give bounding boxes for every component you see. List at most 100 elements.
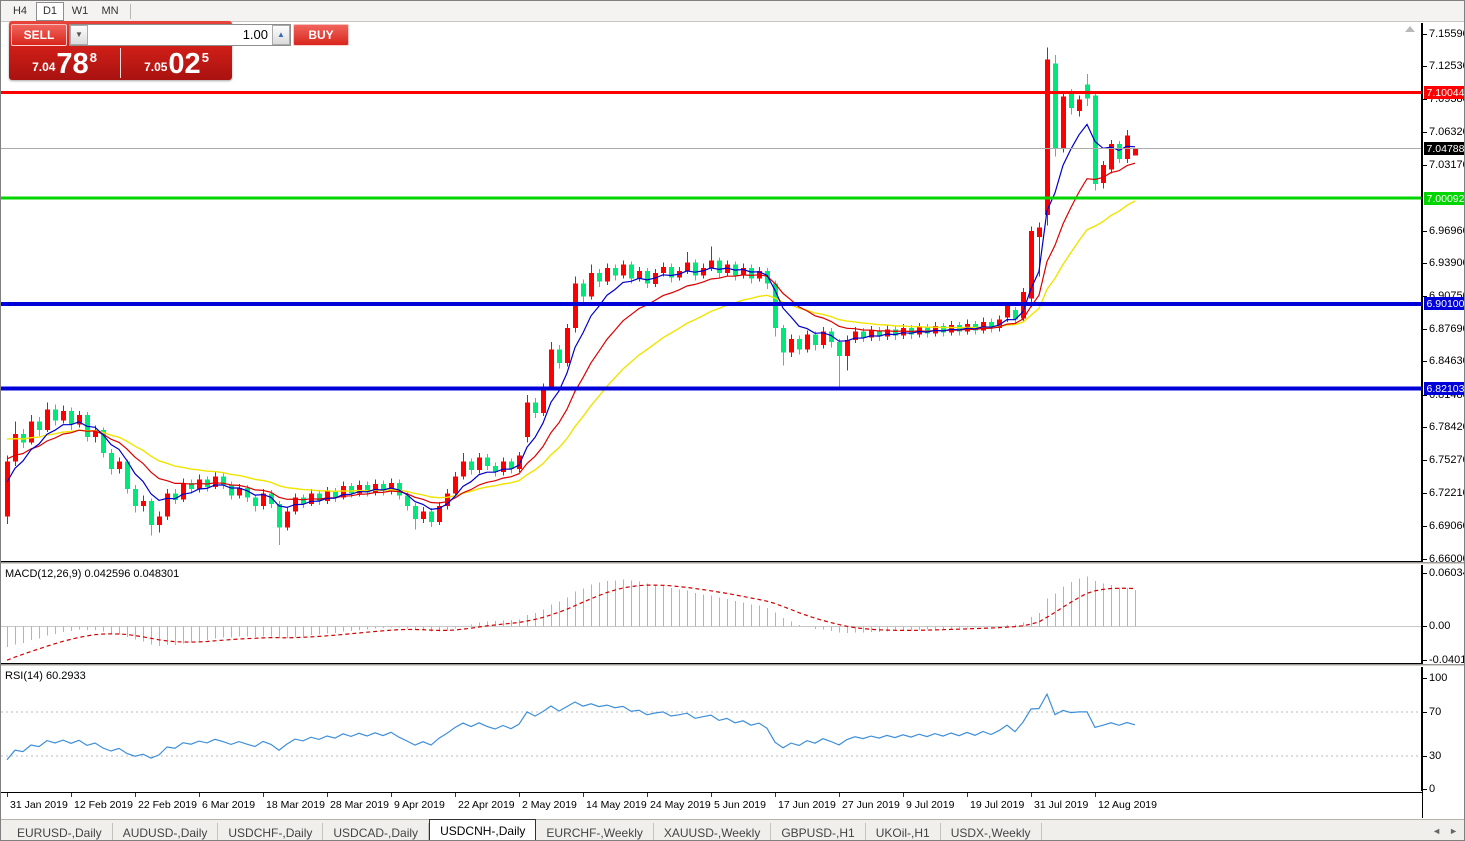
date-label: 31 Jan 2019 (10, 799, 68, 811)
price-chart-panel[interactable]: ▴ USDCNH-,Daily 7.04140 7.04826 7.04134 … (1, 23, 1422, 562)
panel-separator[interactable] (1, 664, 1464, 666)
macd-scale-label: -0.040136 (1429, 654, 1464, 666)
macd-signal-line (6, 584, 1136, 661)
volume-input[interactable] (88, 24, 272, 45)
macd-label: MACD(12,26,9) 0.042596 0.048301 (5, 568, 180, 580)
macd-histogram (7, 576, 1136, 648)
timeframe-button-mn[interactable]: MN (96, 1, 124, 21)
level-price-chip: 7.00092 (1424, 192, 1464, 205)
price-scale-label: 7.15590 (1429, 28, 1465, 40)
date-label: 18 Mar 2019 (266, 799, 325, 811)
timeframe-toolbar: H4 D1 W1 MN (1, 1, 1464, 22)
price-tick (1423, 263, 1427, 264)
one-click-trade-panel: SELL ▼ ▲ BUY 7.04 78 8 7.05 02 5 (9, 21, 349, 80)
rsi-scale-label: 70 (1429, 706, 1442, 718)
macd-tick (1423, 626, 1427, 627)
tabs-scroll-left-icon[interactable]: ◄ (1432, 826, 1442, 836)
date-label: 6 Mar 2019 (202, 799, 256, 811)
chart-tab-audusd-daily[interactable]: AUDUSD-,Daily (113, 823, 219, 840)
price-scale-label: 6.96960 (1429, 225, 1465, 237)
macd-scale[interactable]: 0.060343 0.00 -0.040136 (1422, 565, 1464, 666)
macd-canvas (1, 565, 1422, 664)
date-tick (7, 793, 8, 797)
rsi-tick (1423, 712, 1427, 713)
volume-spinner: ▼ ▲ (69, 23, 291, 46)
date-tick (647, 793, 648, 797)
date-tick (263, 793, 264, 797)
current-price-chip: 7.04788 (1424, 142, 1464, 155)
date-label: 17 Jun 2019 (778, 799, 836, 811)
date-tick (903, 793, 904, 797)
timeframe-button-h4[interactable]: H4 (6, 1, 34, 21)
rsi-scale-label: 0 (1429, 783, 1436, 795)
rsi-label: RSI(14) 60.2933 (5, 670, 86, 682)
price-scale-label: 6.78420 (1429, 421, 1465, 433)
price-tick (1423, 427, 1427, 428)
rsi-tick (1423, 756, 1427, 757)
scroll-to-end-icon[interactable] (1405, 26, 1415, 32)
date-label: 24 May 2019 (650, 799, 711, 811)
tabs-scroll-right-icon[interactable]: ► (1449, 826, 1458, 836)
date-tick (775, 793, 776, 797)
macd-scale-label: 0.060343 (1429, 567, 1464, 579)
price-scale-label: 6.93900 (1429, 257, 1465, 269)
macd-tick (1423, 573, 1427, 574)
date-tick (391, 793, 392, 797)
chart-tab-eurusd-daily[interactable]: EURUSD-,Daily (7, 823, 113, 840)
rsi-scale-label: 30 (1429, 750, 1442, 762)
date-axis[interactable]: 31 Jan 2019 12 Feb 2019 22 Feb 2019 6 Mar 2… (1, 792, 1422, 818)
chart-tab-bar: EURUSD-,Daily AUDUSD-,Daily USDCHF-,Daily U… (1, 819, 1464, 840)
chart-tab-eurchf-weekly[interactable]: EURCHF-,Weekly (536, 823, 654, 840)
sell-price-display[interactable]: 7.04 78 8 (9, 46, 120, 80)
date-label: 9 Jul 2019 (906, 799, 955, 811)
chart-tab-usdchf-daily[interactable]: USDCHF-,Daily (218, 823, 324, 840)
date-tick (711, 793, 712, 797)
price-tick (1423, 165, 1427, 166)
sell-button[interactable]: SELL (11, 23, 67, 46)
macd-scale-label: 0.00 (1429, 620, 1451, 632)
macd-tick (1423, 660, 1427, 661)
date-label: 12 Aug 2019 (1098, 799, 1157, 811)
toolbar-separator (130, 3, 131, 19)
buy-button[interactable]: BUY (293, 23, 349, 46)
price-scale[interactable]: 7.15590 7.12530 7.09380 7.06320 7.03170 6.969… (1422, 23, 1465, 565)
rsi-indicator-panel[interactable]: RSI(14) 60.2933 (1, 667, 1422, 791)
buy-price-sup: 5 (201, 50, 209, 65)
rsi-scale[interactable]: 100 70 30 0 (1422, 667, 1464, 818)
date-tick (967, 793, 968, 797)
buy-price-display[interactable]: 7.05 02 5 (121, 46, 232, 80)
panel-separator[interactable] (1, 562, 1464, 564)
buy-price-small: 7.05 (144, 60, 168, 74)
level-price-chip: 7.10044 (1424, 86, 1464, 99)
chart-tab-gbpusd-h1[interactable]: GBPUSD-,H1 (771, 823, 866, 840)
volume-decrease-icon[interactable]: ▼ (70, 24, 88, 45)
price-tick (1423, 231, 1427, 232)
chart-tab-ukoil-h1[interactable]: UKOil-,H1 (866, 823, 941, 840)
price-tick (1423, 132, 1427, 133)
price-tick (1423, 559, 1427, 560)
date-label: 27 Jun 2019 (842, 799, 900, 811)
date-label: 9 Apr 2019 (394, 799, 445, 811)
price-scale-label: 6.84630 (1429, 355, 1465, 367)
date-label: 31 Jul 2019 (1034, 799, 1089, 811)
macd-indicator-panel[interactable]: MACD(12,26,9) 0.042596 0.048301 (1, 565, 1422, 664)
chart-tab-usdx-weekly[interactable]: USDX-,Weekly (941, 823, 1042, 840)
price-scale-label: 6.72210 (1429, 487, 1465, 499)
price-scale-label: 7.12530 (1429, 60, 1465, 72)
price-tick (1423, 66, 1427, 67)
volume-increase-icon[interactable]: ▲ (272, 24, 290, 45)
rsi-tick (1423, 789, 1427, 790)
chart-tab-usdcnh-daily[interactable]: USDCNH-,Daily (429, 819, 537, 840)
price-scale-label: 6.69060 (1429, 520, 1465, 532)
date-tick (1095, 793, 1096, 797)
level-price-chip: 6.82103 (1424, 382, 1464, 395)
chart-tab-xauusd-weekly[interactable]: XAUUSD-,Weekly (654, 823, 772, 840)
sell-price-small: 7.04 (32, 60, 56, 74)
timeframe-button-d1[interactable]: D1 (36, 1, 64, 21)
price-chart-canvas (1, 23, 1422, 562)
sell-price-sup: 8 (89, 50, 97, 65)
chart-tab-usdcad-daily[interactable]: USDCAD-,Daily (323, 823, 430, 840)
date-label: 12 Feb 2019 (74, 799, 133, 811)
price-scale-label: 6.66000 (1429, 553, 1465, 565)
timeframe-button-w1[interactable]: W1 (66, 1, 94, 21)
